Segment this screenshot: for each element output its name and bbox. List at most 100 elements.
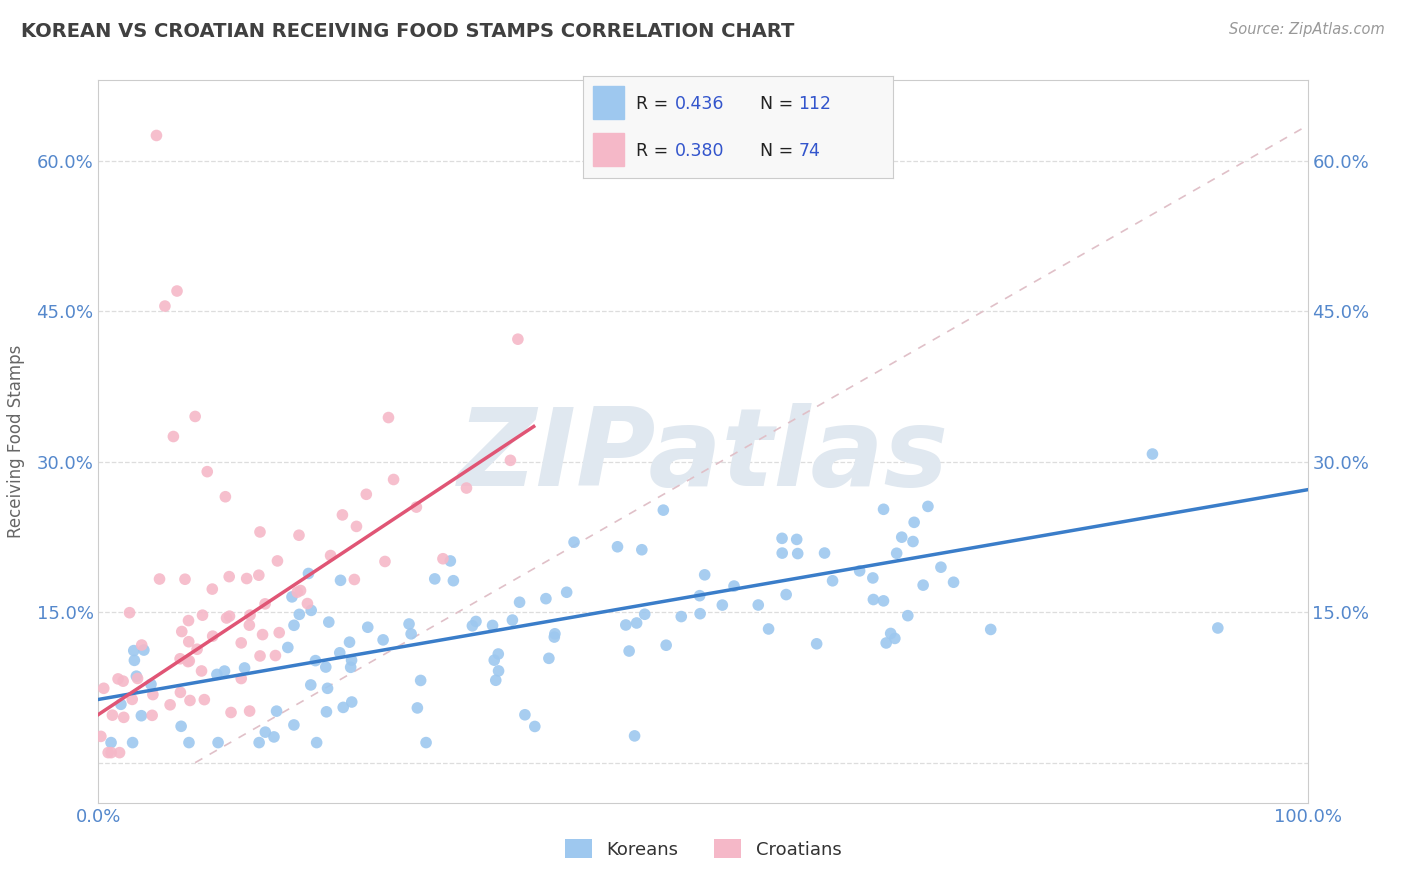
Point bbox=[806, 637, 828, 651]
Point bbox=[1206, 621, 1229, 635]
Point bbox=[153, 299, 176, 313]
Point bbox=[711, 598, 734, 612]
Point bbox=[118, 606, 141, 620]
Point bbox=[100, 746, 122, 760]
Point bbox=[626, 615, 648, 630]
Point bbox=[901, 534, 924, 549]
Point bbox=[269, 625, 291, 640]
Point bbox=[316, 681, 339, 696]
Point bbox=[315, 660, 337, 674]
Point bbox=[239, 704, 262, 718]
Point bbox=[299, 603, 322, 617]
Point bbox=[917, 500, 939, 514]
Point bbox=[630, 542, 652, 557]
Point bbox=[441, 574, 464, 588]
Point bbox=[689, 589, 711, 603]
Point bbox=[131, 708, 153, 723]
Point bbox=[108, 746, 131, 760]
Point bbox=[481, 618, 503, 632]
Text: R =: R = bbox=[636, 95, 673, 112]
Point bbox=[107, 672, 129, 686]
Point bbox=[329, 646, 352, 660]
Point bbox=[90, 730, 112, 744]
Point bbox=[148, 572, 170, 586]
Point bbox=[332, 700, 354, 714]
Point bbox=[97, 746, 120, 760]
Point bbox=[432, 551, 454, 566]
Point bbox=[235, 572, 257, 586]
Point bbox=[770, 532, 793, 546]
Point bbox=[377, 410, 399, 425]
Point bbox=[523, 719, 546, 733]
Point bbox=[207, 735, 229, 749]
Point bbox=[315, 705, 337, 719]
Text: N =: N = bbox=[759, 95, 799, 112]
Point bbox=[304, 654, 326, 668]
Point bbox=[201, 582, 224, 596]
Point bbox=[623, 729, 645, 743]
Point bbox=[283, 618, 305, 632]
Point bbox=[723, 579, 745, 593]
Text: ZIPatlas: ZIPatlas bbox=[457, 403, 949, 509]
Point bbox=[652, 503, 675, 517]
Point bbox=[122, 643, 145, 657]
Text: 112: 112 bbox=[799, 95, 831, 112]
Point bbox=[218, 609, 240, 624]
Point bbox=[193, 692, 215, 706]
Point bbox=[254, 725, 277, 739]
Point bbox=[159, 698, 181, 712]
Point bbox=[509, 595, 531, 609]
Point bbox=[139, 677, 162, 691]
Point bbox=[93, 681, 115, 696]
Point bbox=[184, 409, 207, 424]
Point bbox=[177, 655, 200, 669]
Point bbox=[288, 528, 311, 542]
Point bbox=[239, 608, 262, 623]
Point bbox=[219, 706, 242, 720]
Point bbox=[339, 635, 361, 649]
Point bbox=[169, 652, 191, 666]
Point bbox=[186, 642, 208, 657]
Point bbox=[162, 429, 184, 443]
Point bbox=[506, 332, 529, 346]
Point bbox=[634, 607, 657, 622]
Point bbox=[110, 698, 132, 712]
Point bbox=[215, 611, 238, 625]
Point bbox=[252, 627, 274, 641]
Point bbox=[340, 695, 363, 709]
Point bbox=[195, 465, 218, 479]
Point bbox=[249, 648, 271, 663]
Point bbox=[166, 284, 188, 298]
Text: KOREAN VS CROATIAN RECEIVING FOOD STAMPS CORRELATION CHART: KOREAN VS CROATIAN RECEIVING FOOD STAMPS… bbox=[21, 22, 794, 41]
Point bbox=[179, 693, 201, 707]
Point bbox=[875, 636, 897, 650]
Point bbox=[177, 614, 200, 628]
Point bbox=[1142, 447, 1164, 461]
Point bbox=[132, 643, 155, 657]
Point bbox=[813, 546, 835, 560]
Bar bbox=[593, 87, 624, 119]
Point bbox=[821, 574, 844, 588]
Point bbox=[486, 647, 509, 661]
Point bbox=[484, 653, 506, 667]
Point bbox=[233, 661, 256, 675]
Point bbox=[179, 654, 201, 668]
Point bbox=[501, 613, 523, 627]
Point bbox=[101, 708, 124, 723]
Point bbox=[655, 638, 678, 652]
Point bbox=[170, 624, 193, 639]
Point bbox=[249, 524, 271, 539]
Point bbox=[606, 540, 628, 554]
Point bbox=[201, 629, 224, 643]
Point bbox=[423, 572, 446, 586]
Point bbox=[218, 569, 240, 583]
Text: 0.436: 0.436 bbox=[675, 95, 724, 112]
Point bbox=[872, 502, 894, 516]
Point bbox=[848, 564, 870, 578]
Point bbox=[318, 615, 340, 629]
Point bbox=[343, 573, 366, 587]
Point bbox=[247, 568, 270, 582]
Point bbox=[299, 678, 322, 692]
Point bbox=[617, 644, 640, 658]
Point bbox=[263, 730, 285, 744]
